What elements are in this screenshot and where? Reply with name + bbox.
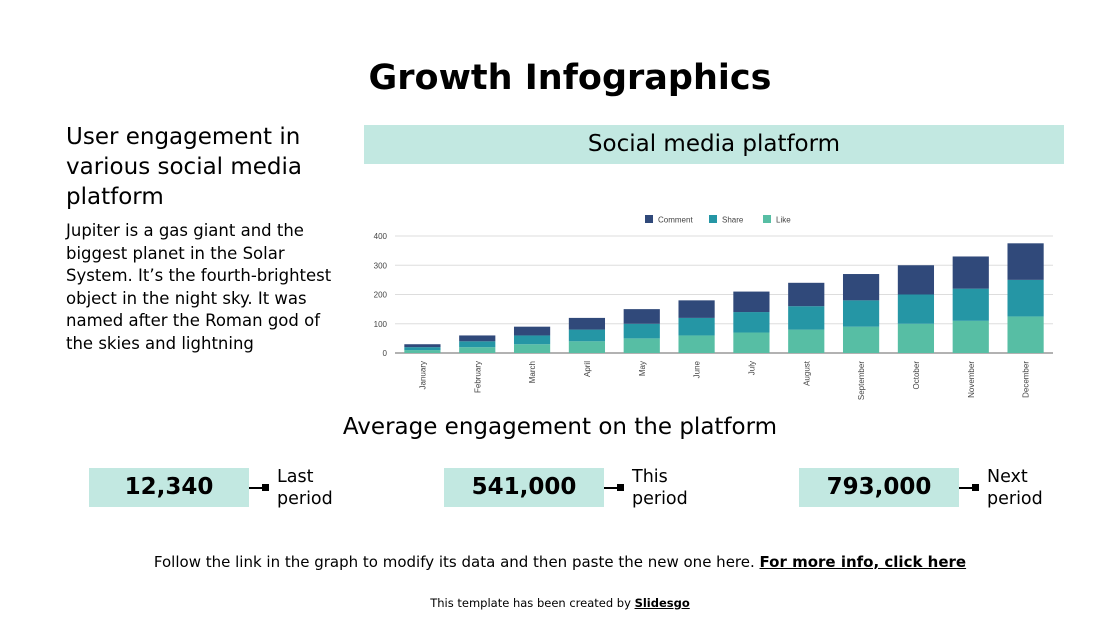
x-tick-label: October	[912, 361, 921, 390]
y-tick-label: 200	[374, 291, 388, 300]
bar-comment	[404, 344, 441, 348]
chart-banner: Social media platform	[364, 125, 1064, 164]
subtitle: User engagement in various social media …	[66, 124, 303, 210]
bar-comment	[459, 335, 496, 342]
x-tick-label: August	[802, 360, 811, 386]
y-tick-label: 0	[383, 349, 388, 358]
bar-share	[897, 294, 935, 324]
bar-comment	[1007, 243, 1044, 280]
period-value: 793,000	[799, 468, 959, 507]
connector	[959, 487, 975, 489]
credit-text: This template has been created by	[430, 596, 635, 610]
bar-share	[788, 306, 825, 330]
bar-share	[952, 288, 989, 321]
bar-like	[568, 341, 606, 353]
connector-dot	[617, 484, 624, 491]
x-tick-label: February	[473, 361, 482, 393]
bar-comment	[788, 282, 825, 307]
x-tick-label: April	[583, 361, 592, 377]
bar-share	[733, 312, 770, 333]
bar-like	[513, 344, 551, 353]
legend-swatch	[709, 215, 717, 223]
bar-comment	[733, 291, 770, 313]
bar-comment	[513, 326, 551, 336]
x-tick-label: January	[418, 361, 427, 389]
bar-comment	[678, 300, 715, 318]
bar-like	[733, 332, 770, 353]
x-tick-label: May	[638, 361, 647, 376]
legend-swatch	[645, 215, 653, 223]
legend-label: Comment	[658, 216, 693, 225]
period-value: 541,000	[444, 468, 604, 507]
legend-swatch	[763, 215, 771, 223]
bar-comment	[842, 274, 880, 301]
bar-share	[678, 317, 715, 336]
y-tick-label: 300	[374, 261, 388, 270]
connector-dot	[972, 484, 979, 491]
bar-share	[1007, 279, 1044, 317]
connector-dot	[262, 484, 269, 491]
x-tick-label: June	[693, 360, 702, 378]
connector	[249, 487, 265, 489]
bar-comment	[623, 309, 660, 324]
bar-like	[788, 329, 825, 353]
legend-label: Share	[722, 216, 744, 225]
bar-comment	[952, 256, 989, 289]
x-tick-label: July	[747, 361, 756, 375]
x-tick-label: November	[967, 361, 976, 398]
footer-text: Follow the link in the graph to modify i…	[153, 553, 760, 571]
footer: Follow the link in the graph to modify i…	[0, 553, 1120, 571]
bar-share	[842, 300, 880, 327]
bar-comment	[568, 317, 606, 330]
slidesgo-link[interactable]: Slidesgo	[634, 596, 690, 610]
more-info-link[interactable]: For more info, click here	[759, 553, 967, 571]
bar-share	[513, 335, 551, 345]
bar-like	[1007, 316, 1044, 353]
bar-share	[459, 341, 496, 348]
bar-like	[404, 350, 441, 353]
bar-share	[404, 347, 441, 351]
x-tick-label: September	[857, 361, 866, 400]
x-tick-label: March	[528, 361, 537, 383]
legend-label: Like	[776, 216, 791, 225]
y-tick-label: 400	[374, 232, 388, 241]
bar-like	[623, 338, 660, 353]
bar-share	[623, 323, 660, 339]
connector	[604, 487, 620, 489]
bar-like	[842, 326, 880, 353]
bar-share	[568, 329, 606, 342]
page-title: Growth Infographics	[368, 58, 772, 98]
bar-like	[897, 323, 935, 353]
body-text: Jupiter is a gas giant and the biggest p…	[66, 221, 332, 353]
x-tick-label: December	[1022, 361, 1031, 398]
stacked-bar-chart[interactable]: 0 100 200 300 400 January February March April Ma…	[360, 205, 1060, 400]
bar-like	[459, 347, 496, 353]
y-tick-label: 100	[374, 320, 388, 329]
period-value: 12,340	[89, 468, 249, 507]
period-label: Last period	[277, 467, 333, 509]
bar-like	[952, 320, 989, 353]
bar-like	[678, 335, 715, 353]
average-heading: Average engagement on the platform	[342, 414, 778, 440]
period-label: Next period	[987, 467, 1043, 509]
bar-comment	[897, 265, 935, 295]
period-label: This period	[632, 467, 688, 509]
credit: This template has been created by Slides…	[0, 596, 1120, 610]
